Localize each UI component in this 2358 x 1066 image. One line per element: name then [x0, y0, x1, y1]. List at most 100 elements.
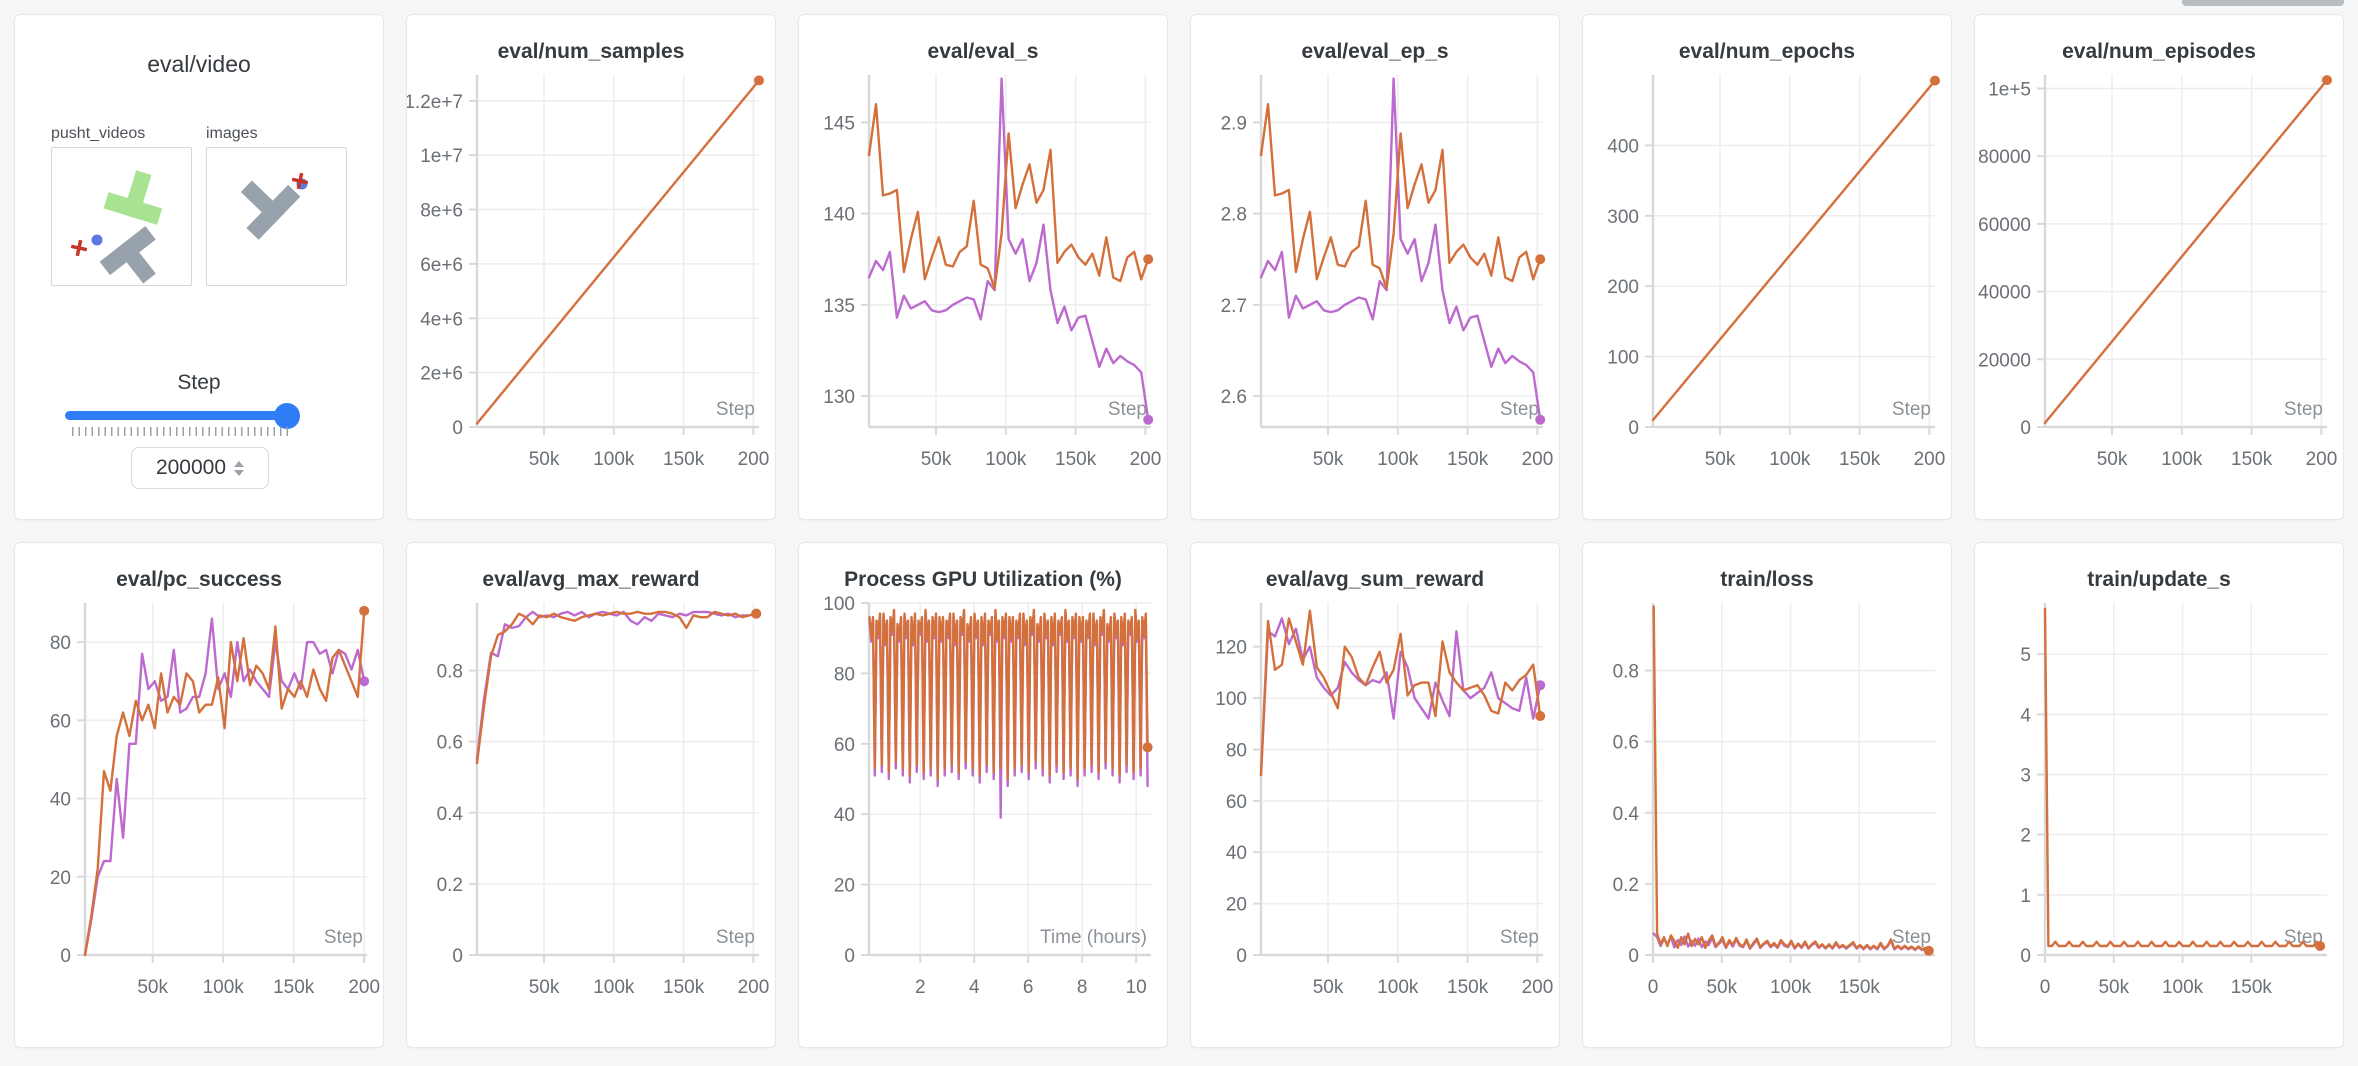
svg-text:60000: 60000 [1978, 215, 2031, 236]
svg-text:100: 100 [823, 595, 855, 615]
svg-text:50k: 50k [1705, 449, 1736, 470]
svg-text:0: 0 [1236, 946, 1247, 967]
svg-text:200: 200 [1522, 977, 1554, 998]
chart-title-num_epochs: eval/num_epochs [1678, 40, 1856, 63]
svg-text:40: 40 [834, 805, 855, 826]
chart-title-eval_ep_s: eval/eval_ep_s [1301, 40, 1449, 63]
svg-text:20: 20 [834, 876, 855, 897]
svg-text:0: 0 [2020, 946, 2031, 967]
video-panel-title: eval/video [147, 51, 251, 77]
svg-text:100k: 100k [203, 977, 245, 998]
svg-text:200: 200 [1914, 449, 1946, 470]
images-block-t-shape [240, 180, 301, 240]
svg-text:0.2: 0.2 [1613, 875, 1639, 896]
panel-num_samples: eval/num_samples 0 2e+6 4e+6 6e+6 8e+6 1e+7 1.2… [406, 14, 776, 520]
media-thumbnail-pusht-videos[interactable] [51, 147, 192, 286]
chart-plot-gpu_util[interactable]: 0 20 40 60 80 100 2 4 6 8 10 Time (hours) [799, 595, 1167, 1031]
svg-text:60: 60 [1226, 792, 1247, 813]
chart-plot-num_episodes[interactable]: 0 20000 40000 60000 80000 1e+5 50k 100k 150k 200 S… [1975, 67, 2343, 503]
chart-title-num_samples: eval/num_samples [497, 40, 685, 63]
svg-text:Step: Step [1108, 399, 1147, 420]
svg-text:0: 0 [60, 946, 71, 967]
chart-plot-eval_ep_s[interactable]: 2.6 2.7 2.8 2.9 50k 100k 150k 200 Step [1191, 67, 1559, 503]
panel-train_loss: train/loss 0 0.2 0.4 0.6 0.8 0 50k 100k 150k Step [1582, 542, 1952, 1048]
step-slider-track[interactable] [65, 402, 300, 429]
chart-plot-avg_max_reward[interactable]: 0 0.2 0.4 0.6 0.8 50k 100k 150k 200 Step [407, 595, 775, 1031]
chart-title-train_update_s: train/update_s [2087, 568, 2231, 591]
svg-text:Time (hours): Time (hours) [1040, 927, 1147, 948]
svg-text:40000: 40000 [1978, 283, 2031, 304]
media-thumbnail-images[interactable] [206, 147, 347, 286]
chart-plot-train_update_s[interactable]: 0 1 2 3 4 5 0 50k 100k 150k Step [1975, 595, 2343, 1031]
svg-text:150k: 150k [1055, 449, 1097, 470]
svg-text:100k: 100k [593, 977, 635, 998]
chart-plot-avg_sum_reward[interactable]: 0 20 40 60 80 100 120 50k 100k 150k 200 Step [1191, 595, 1559, 1031]
svg-text:120: 120 [1215, 638, 1247, 659]
svg-text:150k: 150k [1839, 449, 1881, 470]
svg-text:4e+6: 4e+6 [420, 309, 463, 330]
svg-text:20000: 20000 [1978, 350, 2031, 371]
svg-text:3: 3 [2020, 765, 2031, 786]
svg-text:50k: 50k [2097, 449, 2128, 470]
chart-plot-eval_s[interactable]: 130 135 140 145 50k 100k 150k 200 Step [799, 67, 1167, 503]
svg-text:100k: 100k [1377, 977, 1419, 998]
svg-text:50k: 50k [529, 449, 560, 470]
svg-text:50k: 50k [529, 977, 560, 998]
images-frame [240, 172, 309, 240]
step-value-input[interactable]: 200000 [131, 447, 269, 489]
svg-text:150k: 150k [2231, 977, 2273, 998]
svg-text:100: 100 [1607, 348, 1639, 369]
svg-text:80: 80 [834, 664, 855, 685]
chart-title-gpu_util: Process GPU Utilization (%) [844, 568, 1122, 591]
svg-text:150k: 150k [663, 977, 705, 998]
svg-text:135: 135 [823, 296, 855, 317]
svg-text:150k: 150k [1447, 977, 1489, 998]
chart-plot-pc_success[interactable]: 0 20 40 60 80 50k 100k 150k 200 Step [15, 595, 383, 1031]
svg-text:2: 2 [2020, 826, 2031, 847]
panel-gpu_util: Process GPU Utilization (%) 0 20 40 60 80 100 2… [798, 542, 1168, 1048]
panel-avg_max_reward: eval/avg_max_reward 0 0.2 0.4 0.6 0.8 50k 100k 1… [406, 542, 776, 1048]
chart-plot-num_epochs[interactable]: 0 100 200 300 400 50k 100k 150k 200 Step [1583, 67, 1951, 503]
svg-text:130: 130 [823, 387, 855, 408]
svg-text:0.8: 0.8 [1613, 662, 1639, 683]
chart-title-avg_sum_reward: eval/avg_sum_reward [1265, 568, 1485, 591]
svg-text:6e+6: 6e+6 [420, 255, 463, 276]
horizontal-scrollbar-thumb[interactable] [2182, 0, 2344, 6]
svg-text:0.4: 0.4 [437, 804, 464, 825]
chart-plot-num_samples[interactable]: 0 2e+6 4e+6 6e+6 8e+6 1e+7 1.2e+7 50k 100k 150k 20… [407, 67, 775, 503]
chart-title-pc_success: eval/pc_success [116, 568, 282, 591]
svg-text:100k: 100k [1770, 977, 1812, 998]
step-slider-handle[interactable] [274, 402, 300, 429]
svg-text:0: 0 [452, 418, 463, 439]
svg-text:Step: Step [1500, 399, 1539, 420]
svg-text:2.8: 2.8 [1221, 205, 1247, 226]
svg-text:2e+6: 2e+6 [420, 364, 463, 385]
svg-text:100k: 100k [1377, 449, 1419, 470]
pusht-target-cross [70, 239, 88, 257]
svg-text:80000: 80000 [1978, 147, 2031, 168]
svg-text:0: 0 [1628, 946, 1639, 967]
spinner-down-icon[interactable] [234, 469, 245, 476]
svg-text:1e+7: 1e+7 [420, 146, 463, 167]
chart-plot-train_loss[interactable]: 0 0.2 0.4 0.6 0.8 0 50k 100k 150k Step [1583, 595, 1951, 1031]
svg-text:200: 200 [738, 449, 770, 470]
pusht-goal-t-shape [103, 170, 163, 225]
pusht-block-t-shape [99, 226, 156, 284]
svg-text:80: 80 [1226, 740, 1247, 761]
svg-text:1.2e+7: 1.2e+7 [407, 92, 463, 113]
svg-text:4: 4 [969, 977, 980, 998]
svg-text:100: 100 [1215, 689, 1247, 710]
spinner-up-icon[interactable] [234, 460, 245, 467]
svg-text:50k: 50k [1313, 449, 1344, 470]
svg-text:200: 200 [1607, 277, 1639, 298]
svg-text:145: 145 [823, 113, 855, 134]
svg-text:50k: 50k [1706, 977, 1737, 998]
pusht-agent-dot [91, 234, 103, 246]
svg-text:200: 200 [1130, 449, 1162, 470]
svg-text:0: 0 [2020, 418, 2031, 439]
svg-text:50k: 50k [1313, 977, 1344, 998]
step-value-text: 200000 [155, 456, 227, 479]
svg-text:6: 6 [1023, 977, 1034, 998]
